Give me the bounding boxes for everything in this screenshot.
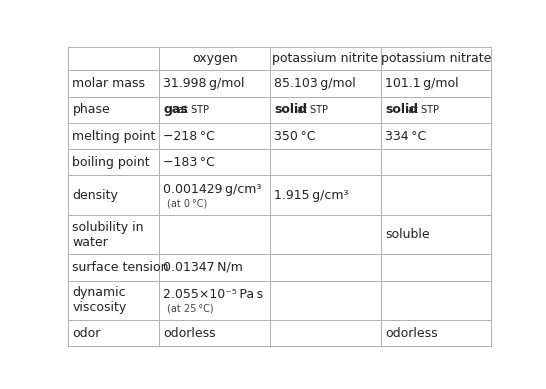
Text: odor: odor: [73, 327, 101, 340]
Text: 1.915 g/cm³: 1.915 g/cm³: [274, 189, 349, 202]
Text: molar mass: molar mass: [73, 77, 145, 90]
Text: (at 0 °C): (at 0 °C): [167, 199, 207, 209]
Text: 334 °C: 334 °C: [385, 130, 426, 142]
Text: 31.998 g/mol: 31.998 g/mol: [163, 77, 245, 90]
Text: melting point: melting point: [73, 130, 156, 142]
Text: solid: solid: [385, 103, 418, 116]
Text: soluble: soluble: [385, 228, 430, 241]
Text: 2.055×10⁻⁵ Pa s: 2.055×10⁻⁵ Pa s: [163, 288, 264, 301]
Text: dynamic
viscosity: dynamic viscosity: [73, 286, 127, 314]
Text: 85.103 g/mol: 85.103 g/mol: [274, 77, 356, 90]
Text: density: density: [73, 189, 118, 202]
Text: −183 °C: −183 °C: [163, 156, 215, 169]
Text: −218 °C: −218 °C: [163, 130, 215, 142]
Text: (at 25 °C): (at 25 °C): [167, 304, 213, 314]
Text: gas: gas: [163, 103, 188, 116]
Text: 101.1 g/mol: 101.1 g/mol: [385, 77, 459, 90]
Text: boiling point: boiling point: [73, 156, 150, 169]
Text: phase: phase: [73, 103, 110, 116]
Text: solubility in
water: solubility in water: [73, 221, 144, 249]
Text: surface tension: surface tension: [73, 261, 169, 274]
Text: at STP: at STP: [408, 105, 439, 115]
Text: at STP: at STP: [179, 105, 209, 115]
Text: odorless: odorless: [163, 327, 216, 340]
Text: solid: solid: [274, 103, 307, 116]
Text: potassium nitrite: potassium nitrite: [272, 52, 378, 65]
Text: at STP: at STP: [297, 105, 328, 115]
Text: potassium nitrate: potassium nitrate: [381, 52, 491, 65]
Text: 0.01347 N/m: 0.01347 N/m: [163, 261, 244, 274]
Text: 350 °C: 350 °C: [274, 130, 316, 142]
Text: 0.001429 g/cm³: 0.001429 g/cm³: [163, 183, 262, 196]
Text: oxygen: oxygen: [192, 52, 238, 65]
Text: odorless: odorless: [385, 327, 438, 340]
